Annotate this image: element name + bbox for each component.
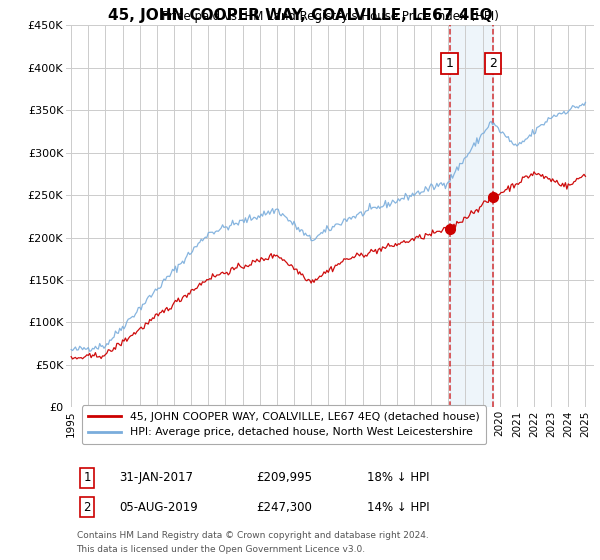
Legend: 45, JOHN COOPER WAY, COALVILLE, LE67 4EQ (detached house), HPI: Average price, d: 45, JOHN COOPER WAY, COALVILLE, LE67 4EQ…: [82, 405, 486, 444]
Title: Price paid vs. HM Land Registry's House Price Index (HPI): Price paid vs. HM Land Registry's House …: [161, 10, 499, 22]
Text: 14% ↓ HPI: 14% ↓ HPI: [367, 501, 430, 514]
Text: 45, JOHN COOPER WAY, COALVILLE, LE67 4EQ: 45, JOHN COOPER WAY, COALVILLE, LE67 4EQ: [107, 8, 493, 24]
Text: 1: 1: [83, 472, 91, 484]
Text: 2: 2: [489, 57, 497, 70]
Bar: [449, 25, 493, 407]
Text: £247,300: £247,300: [256, 501, 312, 514]
Text: £209,995: £209,995: [256, 472, 312, 484]
Text: This data is licensed under the Open Government Licence v3.0.: This data is licensed under the Open Gov…: [77, 545, 365, 554]
Text: 18% ↓ HPI: 18% ↓ HPI: [367, 472, 430, 484]
Text: Contains HM Land Registry data © Crown copyright and database right 2024.: Contains HM Land Registry data © Crown c…: [77, 531, 428, 540]
Text: 05-AUG-2019: 05-AUG-2019: [119, 501, 197, 514]
Text: 31-JAN-2017: 31-JAN-2017: [119, 472, 193, 484]
Text: 1: 1: [446, 57, 454, 70]
Text: 2: 2: [83, 501, 91, 514]
